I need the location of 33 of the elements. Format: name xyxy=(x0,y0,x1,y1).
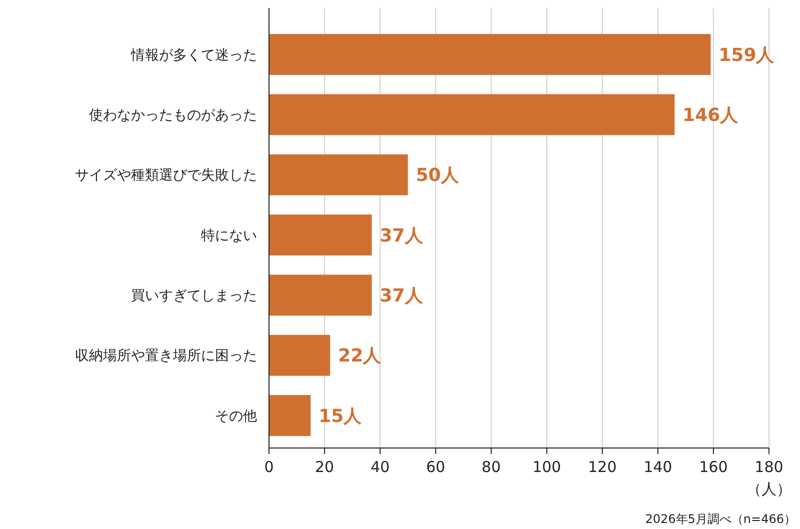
y-tick-label: 収納場所や置き場所に困った xyxy=(75,348,257,364)
x-tick-label: 180 xyxy=(754,458,784,476)
x-tick-label: 60 xyxy=(426,458,446,476)
bar xyxy=(269,395,311,436)
data-label: 146人 xyxy=(682,104,740,126)
x-tick-label: 0 xyxy=(264,458,274,476)
data-label: 15人 xyxy=(318,406,363,427)
data-label: 37人 xyxy=(380,225,424,246)
y-tick-label: サイズや種類選びで失敗した xyxy=(75,168,257,184)
text: 2026年5月調べ（n=466） xyxy=(645,512,796,526)
x-tick-label: 160 xyxy=(699,458,728,476)
data-label: 50人 xyxy=(416,165,460,186)
x-tick-label: 40 xyxy=(370,458,390,476)
y-tick-label: 情報が多くて迷った xyxy=(130,47,257,64)
x-axis-title: （人） xyxy=(746,480,792,498)
x-tick-label: 80 xyxy=(482,458,501,476)
y-tick-label: その他 xyxy=(215,408,257,424)
bar xyxy=(269,34,711,75)
x-tick-label: 20 xyxy=(315,458,334,476)
x-tick-label: 140 xyxy=(644,458,672,476)
data-label: 22人 xyxy=(338,346,382,367)
bar xyxy=(269,94,675,136)
y-tick-label: 特にない xyxy=(201,228,257,244)
data-label: 159人 xyxy=(718,44,776,66)
y-tick-label: 買いすぎてしまった xyxy=(131,288,257,304)
x-tick-label: 100 xyxy=(532,458,562,476)
bar xyxy=(269,154,408,196)
data-label: 37人 xyxy=(380,285,424,306)
x-tick-label: 120 xyxy=(588,458,617,476)
y-tick-label: 使わなかったものがあった xyxy=(89,108,257,124)
bar xyxy=(269,274,372,316)
bar xyxy=(269,214,372,256)
bar xyxy=(269,334,330,376)
